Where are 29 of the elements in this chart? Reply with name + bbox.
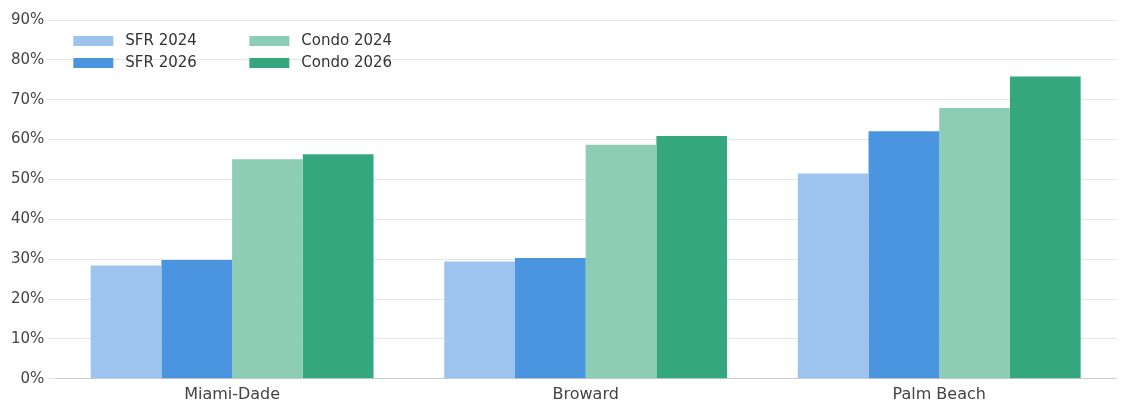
bar [514,258,586,379]
x-tick-label: Broward [552,383,619,403]
y-tick-label: 60% [11,129,45,148]
y-tick-label: 10% [11,328,45,347]
bar [656,136,728,379]
y-tick-label: 50% [11,169,45,188]
bar [939,108,1010,379]
x-tick-label: Palm Beach [892,383,986,403]
bar [302,154,374,379]
legend-label: SFR 2026 [125,52,197,71]
bar [161,260,233,379]
legend-label: SFR 2024 [125,30,197,49]
y-tick-label: 70% [11,89,45,108]
y-tick-label: 80% [11,49,45,68]
bar [1009,76,1081,379]
bar [232,159,303,379]
legend-label: Condo 2024 [301,30,393,49]
y-tick-label: 20% [11,288,45,307]
bar [444,261,515,379]
bar [797,173,869,379]
y-tick-label: 40% [11,209,45,228]
legend-label: Condo 2026 [301,52,393,71]
y-tick-label: 30% [11,249,45,268]
x-tick-label: Miami-Dade [184,383,281,403]
y-tick-label: 0% [20,368,45,387]
bar [868,131,940,379]
bar [90,265,162,379]
y-tick-label: 90% [11,9,45,28]
bar [585,144,657,379]
